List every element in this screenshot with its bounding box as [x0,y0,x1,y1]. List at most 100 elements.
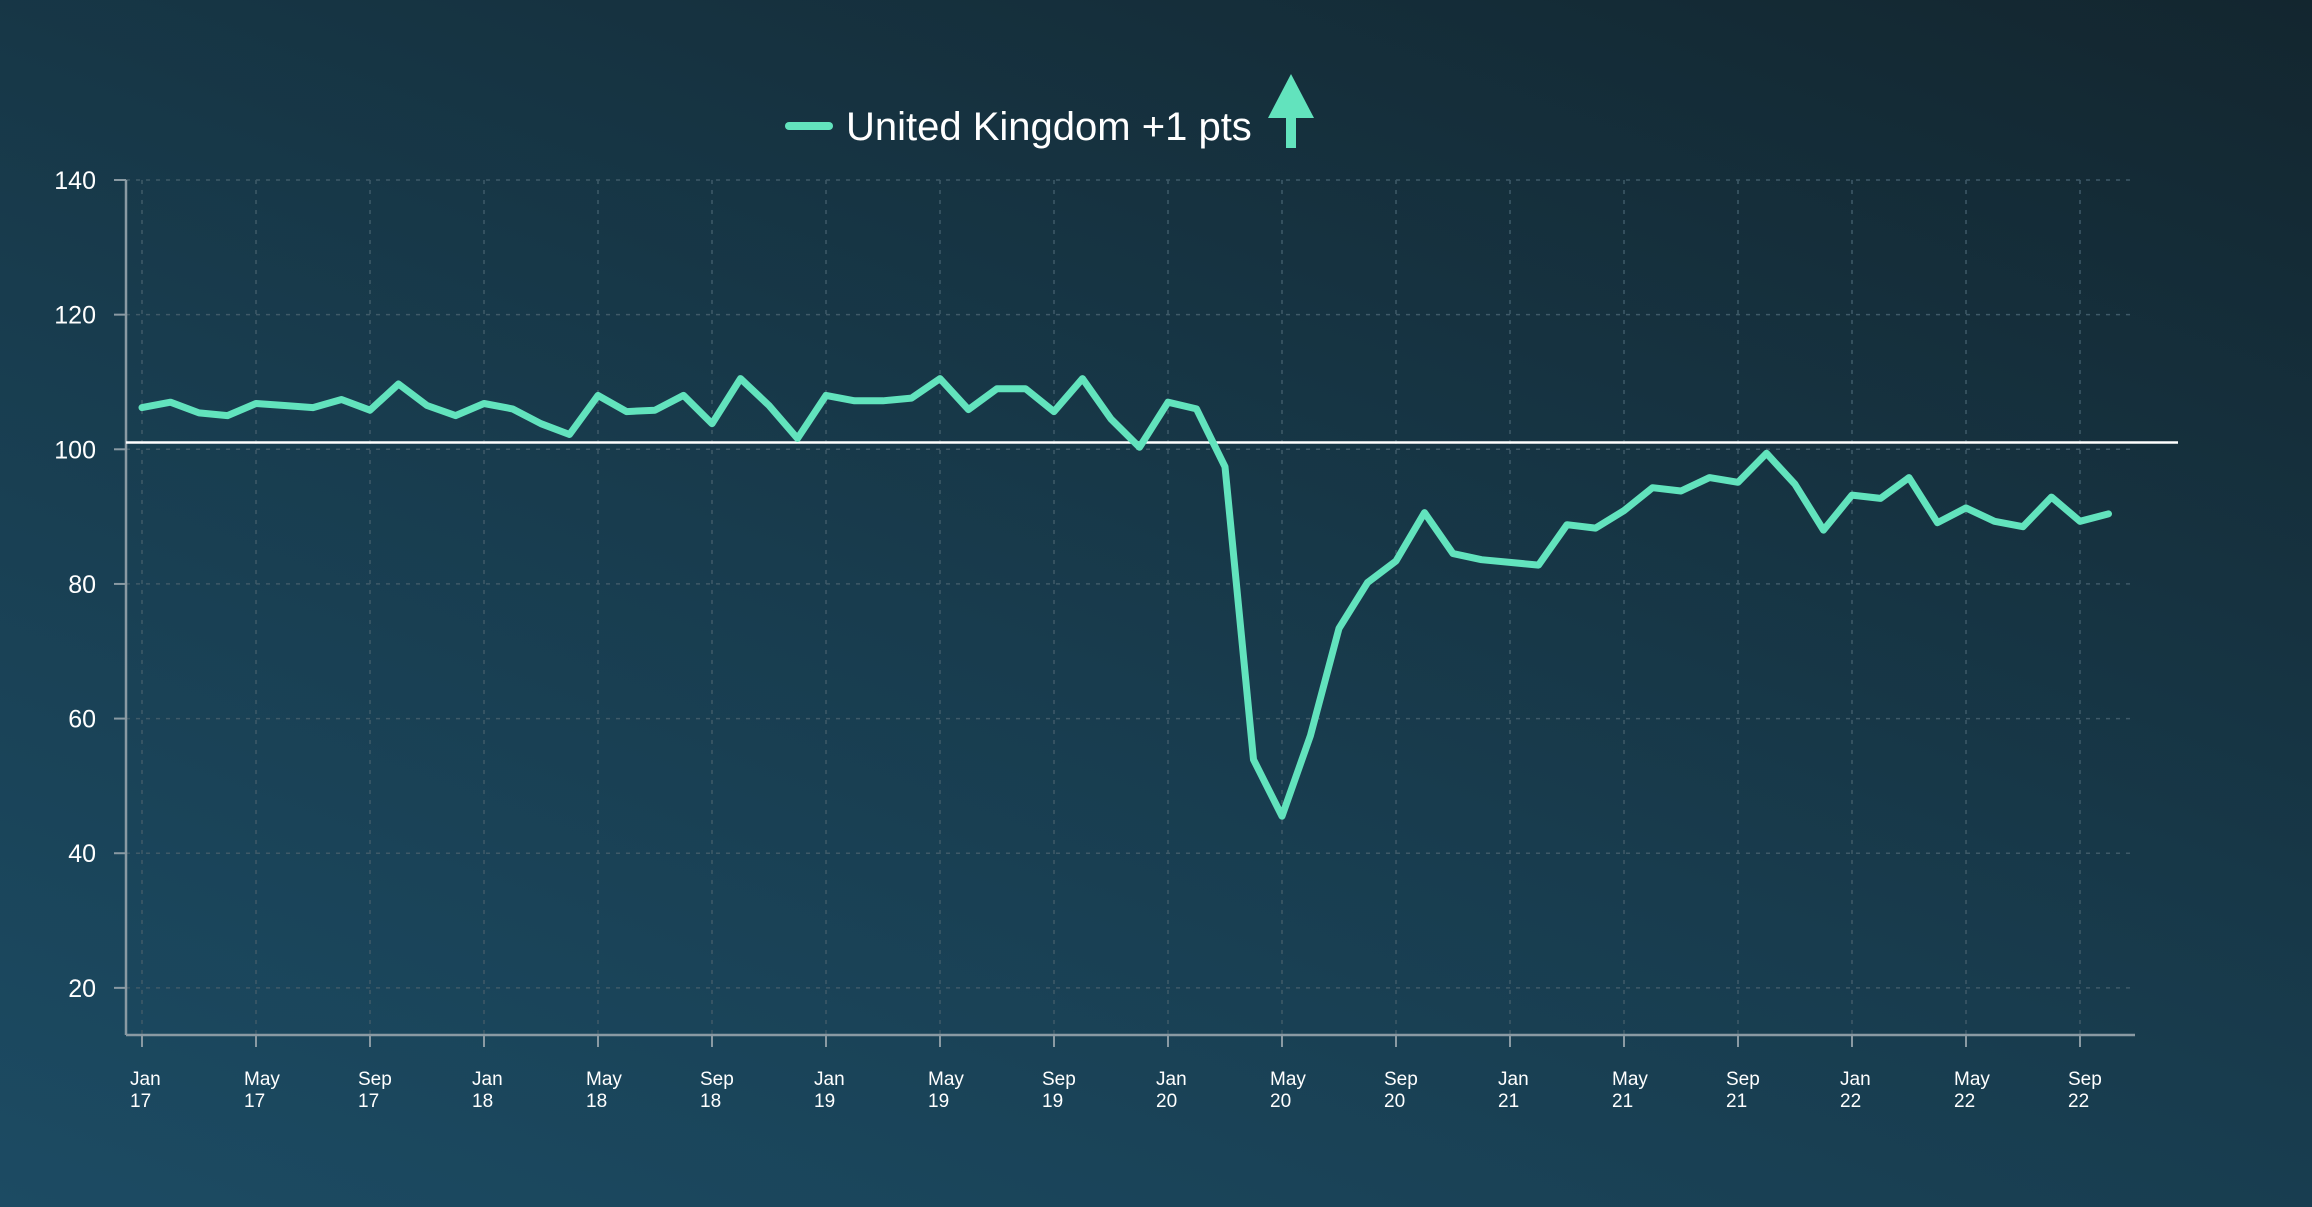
x-tick-label-year: 20 [1270,1091,1291,1112]
data-point [709,420,715,427]
data-point [851,397,858,404]
data-point [1763,450,1770,457]
data-point [167,399,174,406]
x-tick-label-month: Jan [1840,1069,1871,1090]
data-point [281,402,288,409]
data-point [1535,562,1542,569]
x-tick-label-month: May [928,1069,964,1090]
data-point [2020,523,2026,530]
x-tick-label-month: Sep [358,1069,392,1090]
x-tick-label-month: Sep [1384,1069,1418,1090]
x-tick-label-year: 21 [1498,1091,1519,1112]
x-tick-label-month: Sep [700,1069,734,1090]
data-point [1592,525,1599,532]
x-tick-label-year: 17 [244,1091,265,1112]
data-point [623,408,630,415]
data-point [509,405,516,412]
data-point [994,385,1000,392]
data-point [823,392,829,399]
data-point [424,402,430,409]
data-point [766,402,772,409]
data-point [1507,559,1513,566]
data-point [1108,416,1114,422]
y-tick-label: 40 [68,840,96,868]
x-axis-ticks: Jan17May17Sep17Jan18May18Sep18Jan19May19… [130,1035,2102,1112]
data-point [595,392,601,399]
data-point [1963,504,1969,511]
series-line-united-kingdom [138,375,2112,820]
axes [124,180,2135,1037]
data-point [2048,494,2055,501]
legend-label: United Kingdom +1 pts [846,105,1252,149]
x-tick-label-month: May [586,1069,622,1090]
data-point [452,412,459,419]
data-point [680,392,687,399]
x-tick-label-year: 22 [1954,1091,1975,1112]
data-point [1279,813,1285,820]
x-tick-label-month: Sep [1726,1069,1760,1090]
y-tick-label: 80 [68,571,96,599]
data-point [481,400,487,407]
data-point [965,406,972,413]
data-point [1877,495,1884,502]
data-point [937,375,943,382]
x-tick-label-month: May [1270,1069,1306,1090]
x-tick-label-year: 19 [814,1091,835,1112]
data-point [253,400,259,407]
data-point [1307,732,1314,739]
x-tick-label-month: May [1954,1069,1990,1090]
data-point [1165,399,1171,406]
y-axis-ticks: 20 40 60 80 100 120 140 [54,167,126,1003]
data-point [1393,558,1399,564]
x-tick-label-year: 17 [130,1091,151,1112]
x-tick-label-year: 19 [1042,1091,1063,1112]
data-point [196,409,202,416]
data-point [139,404,145,411]
y-tick-label: 60 [68,706,96,734]
y-tick-label: 20 [68,975,96,1003]
data-point [1250,756,1257,763]
data-point [538,420,544,427]
x-tick-label-month: Jan [1498,1069,1529,1090]
data-point [1564,521,1570,528]
grid [126,179,2135,1035]
y-tick-label: 100 [54,436,96,464]
data-point [1079,375,1086,382]
data-point [1849,492,1855,499]
x-tick-label-year: 21 [1612,1091,1633,1112]
data-point [880,397,886,404]
data-point [1222,463,1228,470]
arrow-up-icon [1268,74,1314,148]
x-tick-label-month: Sep [2068,1069,2102,1090]
x-tick-label-month: May [244,1069,280,1090]
data-point [908,395,915,402]
data-point [1706,474,1713,481]
data-point [1820,527,1827,534]
data-point [1136,444,1143,451]
data-point [224,412,231,419]
y-tick-label: 120 [54,302,96,330]
data-point [1621,507,1627,514]
data-point [1678,488,1684,494]
data-point [1792,481,1798,488]
data-point [1421,509,1428,516]
x-tick-label-year: 17 [358,1091,379,1112]
x-tick-label-month: May [1612,1069,1648,1090]
x-tick-label-year: 20 [1384,1091,1405,1112]
x-tick-label-month: Jan [1156,1069,1187,1090]
data-point [794,435,801,442]
data-point [1649,484,1656,491]
data-point [1934,519,1941,526]
data-point [1478,556,1485,563]
data-point [2077,518,2083,525]
x-tick-label-year: 18 [586,1091,607,1112]
data-point [566,431,573,438]
data-point [1364,579,1371,586]
x-tick-label-year: 18 [700,1091,721,1112]
data-point [1193,405,1200,412]
x-tick-label-year: 22 [2068,1091,2089,1112]
data-point [1906,474,1912,481]
x-tick-label-year: 18 [472,1091,493,1112]
data-point [737,375,744,382]
